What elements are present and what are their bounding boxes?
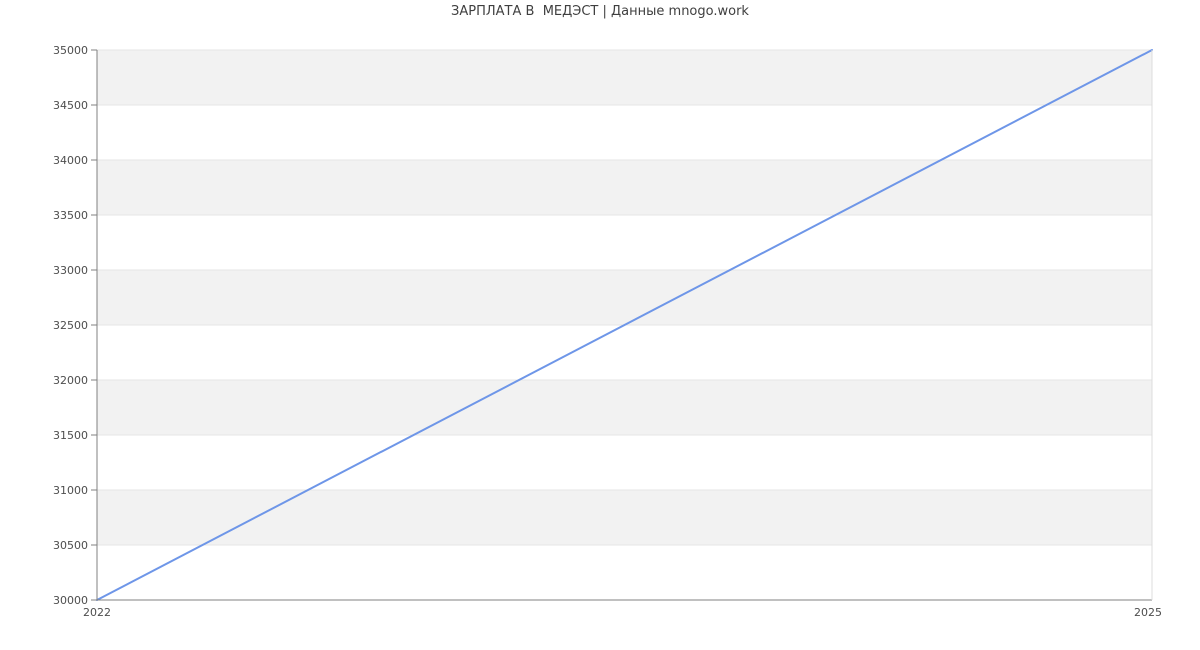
grid-band (97, 50, 1152, 105)
y-tick-label: 30500 (53, 539, 88, 552)
grid-band (97, 160, 1152, 215)
grid-band (97, 215, 1152, 270)
alternating-grid-bands (97, 50, 1152, 600)
y-tick-label: 32000 (53, 374, 88, 387)
x-tick-label: 2025 (1134, 606, 1162, 619)
salary-trend-line (96, 49, 1153, 601)
y-tick-label: 33000 (53, 264, 88, 277)
grid-band (97, 435, 1152, 490)
x-axis-tick-labels: 2022 2025 (83, 606, 1162, 619)
grid-band (97, 380, 1152, 435)
grid-band (97, 270, 1152, 325)
y-axis-tick-labels: 30000 30500 31000 31500 32000 32500 33000 33500… (53, 44, 88, 607)
grid-band (97, 105, 1152, 160)
grid-band (97, 490, 1152, 545)
y-tick-label: 34000 (53, 154, 88, 167)
grid-band (97, 545, 1152, 600)
grid-band (97, 325, 1152, 380)
y-tick-label: 30000 (53, 594, 88, 607)
y-tick-label: 33500 (53, 209, 88, 222)
x-tick-label: 2022 (83, 606, 111, 619)
y-tick-label: 34500 (53, 99, 88, 112)
chart-title: ЗАРПЛАТА В МЕДЭСТ | Данные mnogo.work (451, 4, 749, 19)
y-tick-label: 31000 (53, 484, 88, 497)
y-axis-ticks (91, 49, 97, 601)
salary-data-line (96, 49, 1153, 601)
y-tick-label: 35000 (53, 44, 88, 57)
y-tick-label: 32500 (53, 319, 88, 332)
y-tick-label: 31500 (53, 429, 88, 442)
horizontal-gridlines (97, 49, 1152, 546)
